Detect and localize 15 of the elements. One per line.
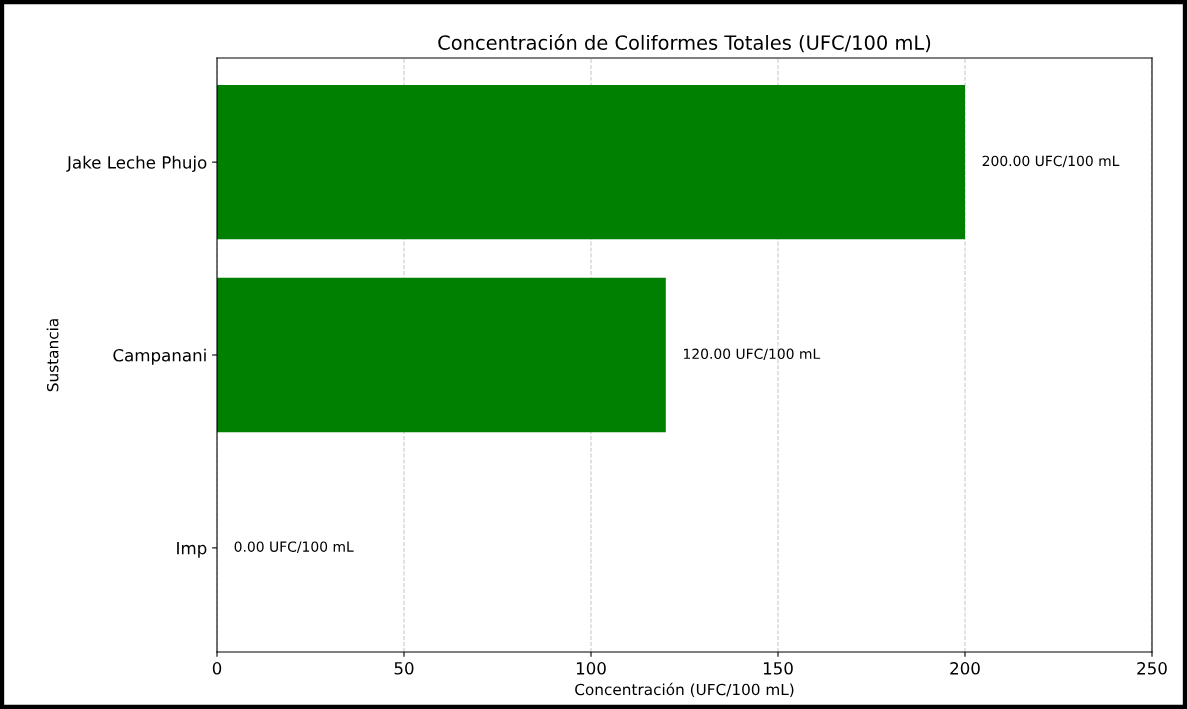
y-axis-title: Sustancia: [46, 319, 59, 392]
x-tick-label: 200: [950, 662, 980, 675]
x-tick-label: 0: [212, 662, 222, 675]
x-tick-label: 250: [1137, 662, 1167, 675]
y-tick-label: Jake Leche Phujo: [66, 155, 207, 172]
data-label: 200.00 UFC/100 mL: [982, 155, 1120, 168]
y-tick-label: Campanani: [113, 348, 206, 365]
y-tick-label: Imp: [177, 542, 207, 558]
x-axis-title: Concentración (UFC/100 mL): [575, 682, 794, 698]
data-label: 0.00 UFC/100 mL: [234, 541, 354, 553]
chart-title: Concentración de Coliformes Totales (UFC/100 mL): [438, 34, 931, 53]
x-tick-label: 150: [763, 662, 793, 675]
x-tick-label: 100: [576, 662, 606, 675]
x-tick-label: 50: [394, 662, 414, 675]
data-label: 120.00 UFC/100 mL: [683, 348, 821, 361]
